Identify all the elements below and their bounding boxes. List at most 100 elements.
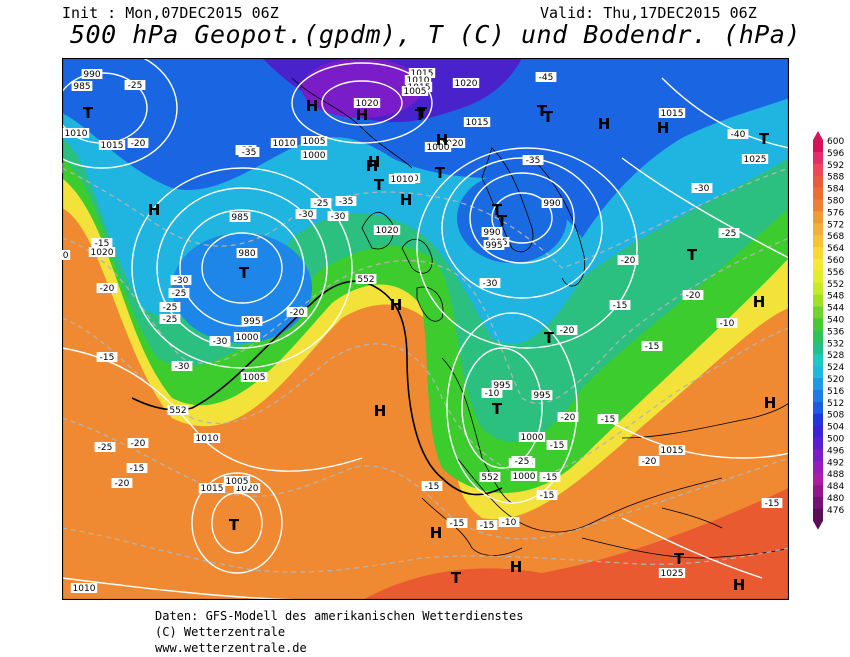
legend-swatch xyxy=(813,318,823,331)
isobar-label: 1005 xyxy=(243,373,266,383)
isobar-label: 1025 xyxy=(744,155,767,165)
temp-label-bg xyxy=(159,302,181,312)
isobar-label: 1010 xyxy=(407,76,430,86)
legend-swatch xyxy=(813,187,823,200)
init-time: Init : Mon,07DEC2015 06Z xyxy=(62,4,279,22)
isobar-label: 1015 xyxy=(661,446,684,456)
isobar-label-bg xyxy=(452,78,480,88)
isobar-label-bg xyxy=(62,128,90,138)
legend-swatch xyxy=(813,366,823,379)
temp-label: -20 xyxy=(115,479,130,489)
low-pressure-center: T xyxy=(239,264,250,282)
temp-label: -10 xyxy=(502,518,517,528)
band-blue-low2 xyxy=(457,173,567,263)
isobar-label-bg xyxy=(741,154,769,164)
isobar-label-bg xyxy=(193,433,221,443)
credits: Daten: GFS-Modell des amerikanischen Wet… xyxy=(155,608,523,656)
isobar-label-bg xyxy=(408,68,436,78)
temp-label: -30 xyxy=(299,210,314,220)
isobar-label: 1015 xyxy=(201,484,224,494)
isobar-label-bg xyxy=(491,380,513,390)
low-pressure-center: T xyxy=(451,569,462,587)
isobar-label-bg xyxy=(658,568,686,578)
temp-label-bg xyxy=(127,138,149,148)
legend-swatch xyxy=(813,461,823,474)
temp-label-bg xyxy=(479,278,501,288)
legend-label: 504 xyxy=(827,423,844,433)
legend-label: 532 xyxy=(827,339,844,349)
temp-label: -20 xyxy=(560,326,575,336)
temp-label: -15 xyxy=(601,415,616,425)
legend-swatch xyxy=(813,282,823,295)
temp-label-bg xyxy=(511,456,533,466)
isobar-label-bg xyxy=(62,250,71,260)
temp-label: -20 xyxy=(131,139,146,149)
isobar-label: 990 xyxy=(483,228,500,238)
isobar-label: 1005 xyxy=(404,87,427,97)
high-pressure-center: H xyxy=(356,106,369,124)
temp-label: -15 xyxy=(480,521,495,531)
high-pressure-center: H xyxy=(400,191,413,209)
legend-label: 496 xyxy=(827,446,844,456)
temp-label: -20 xyxy=(100,284,115,294)
temp-label-bg xyxy=(421,481,443,491)
temp-label: -30 xyxy=(175,362,190,372)
credits-copyright: (C) Wetterzentrale xyxy=(155,625,286,639)
legend-label: 508 xyxy=(827,411,844,421)
isobar-label: 1010 xyxy=(273,139,296,149)
legend-label: 520 xyxy=(827,375,844,385)
isobar-label: 1020 xyxy=(91,248,114,258)
temp-label: -15 xyxy=(645,342,660,352)
temp-label-bg xyxy=(638,456,660,466)
high-pressure-center: H xyxy=(306,97,319,115)
isobar-label: 1025 xyxy=(661,569,684,579)
legend-label: 536 xyxy=(827,327,844,337)
isobar-label-bg xyxy=(81,69,103,79)
isobar-label: 995 xyxy=(533,391,550,401)
legend-swatch xyxy=(813,425,823,438)
isobar-label-bg xyxy=(404,75,432,85)
legend-swatch xyxy=(813,413,823,426)
isobar-label: 1020 xyxy=(376,226,399,236)
legend-swatch xyxy=(813,508,823,522)
temp-label-bg xyxy=(481,388,503,398)
isobar-label-bg xyxy=(71,81,93,91)
map-labels: 9909851010101510201005100098598099510001… xyxy=(62,68,783,594)
temp-label: -15 xyxy=(95,239,110,249)
temp-label-bg xyxy=(761,498,783,508)
isobar-label: 1015 xyxy=(466,118,489,128)
temp-label-bg xyxy=(111,478,133,488)
isobar-label: 1010 xyxy=(73,584,96,594)
legend-swatch xyxy=(813,354,823,367)
temp-label: -15 xyxy=(543,473,558,483)
temp-label-bg xyxy=(718,228,740,238)
legend-swatch xyxy=(813,485,823,498)
band-purple-core xyxy=(302,58,422,118)
temp-label-bg xyxy=(682,290,704,300)
isobar-label-bg xyxy=(424,142,452,152)
weather-map: 9909851010101510201005100098598099510001… xyxy=(62,58,789,600)
legend-label: 488 xyxy=(827,470,844,480)
temp-label-bg xyxy=(94,442,116,452)
isobar-label-bg xyxy=(388,174,416,184)
temp-label-bg xyxy=(96,352,118,362)
isobar-label-bg xyxy=(270,138,298,148)
isobar-label: 1000 xyxy=(521,433,544,443)
isobar-label: 995 xyxy=(485,241,502,251)
temp-label-bg xyxy=(295,209,317,219)
geopot-label: 552 xyxy=(169,406,186,416)
isobar-label-bg xyxy=(463,117,491,127)
low-pressure-center: T xyxy=(83,104,94,122)
high-pressure-center: H xyxy=(510,558,523,576)
legend-swatch xyxy=(813,389,823,403)
isobar-label: 1010 xyxy=(196,434,219,444)
legend-swatch xyxy=(813,163,823,176)
temp-label: -15 xyxy=(550,441,565,451)
isotherms xyxy=(62,167,789,573)
legend-label: 492 xyxy=(827,458,844,468)
temp-label: -15 xyxy=(450,519,465,529)
temp-label-bg xyxy=(335,196,357,206)
high-pressure-center: H xyxy=(374,402,387,420)
isobar-label: 1000 xyxy=(236,333,259,343)
